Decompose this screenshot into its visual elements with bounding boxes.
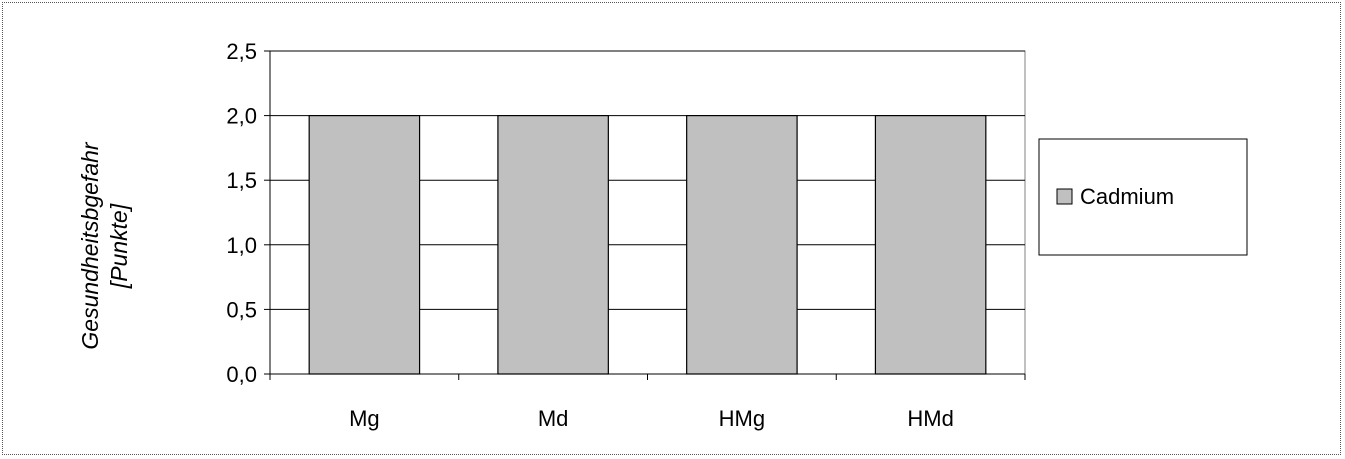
y-axis-title-line2: [Punkte] — [106, 203, 132, 289]
y-tick-label: 2,0 — [226, 104, 257, 129]
x-tick-label-hmg: HMg — [719, 406, 765, 431]
legend-swatch-cadmium — [1056, 188, 1073, 205]
y-tick-label: 0,5 — [226, 297, 257, 322]
legend-label-cadmium: Cadmium — [1080, 184, 1174, 209]
x-tick-label-mg: Mg — [349, 406, 380, 431]
bar-hmd — [874, 114, 987, 375]
x-tick-labels: Mg Md HMg HMd — [349, 406, 954, 431]
bars — [308, 114, 987, 375]
bar-chart: 0,0 0,5 1,0 1,5 2,0 2,5 Mg Md HMg HMd Gesundheit… — [77, 39, 1248, 431]
x-tick-label-md: Md — [538, 406, 569, 431]
axes — [264, 50, 1026, 380]
y-tick-labels: 0,0 0,5 1,0 1,5 2,0 2,5 — [226, 39, 257, 387]
x-tick-label-hmd: HMd — [907, 406, 953, 431]
y-axis-title: Gesundheitsbgefahr [Punkte] — [77, 141, 132, 349]
y-tick-label: 1,0 — [226, 233, 257, 258]
y-axis-title-line1: Gesundheitsbgefahr — [77, 141, 103, 349]
y-tick-label: 1,5 — [226, 168, 257, 193]
bar-mg — [308, 114, 421, 375]
legend-box — [1038, 138, 1248, 256]
bar-md — [497, 114, 609, 375]
legend: Cadmium — [1038, 138, 1248, 256]
bar-hmg — [686, 114, 798, 375]
y-tick-label: 2,5 — [226, 39, 257, 64]
y-tick-label: 0,0 — [226, 362, 257, 387]
